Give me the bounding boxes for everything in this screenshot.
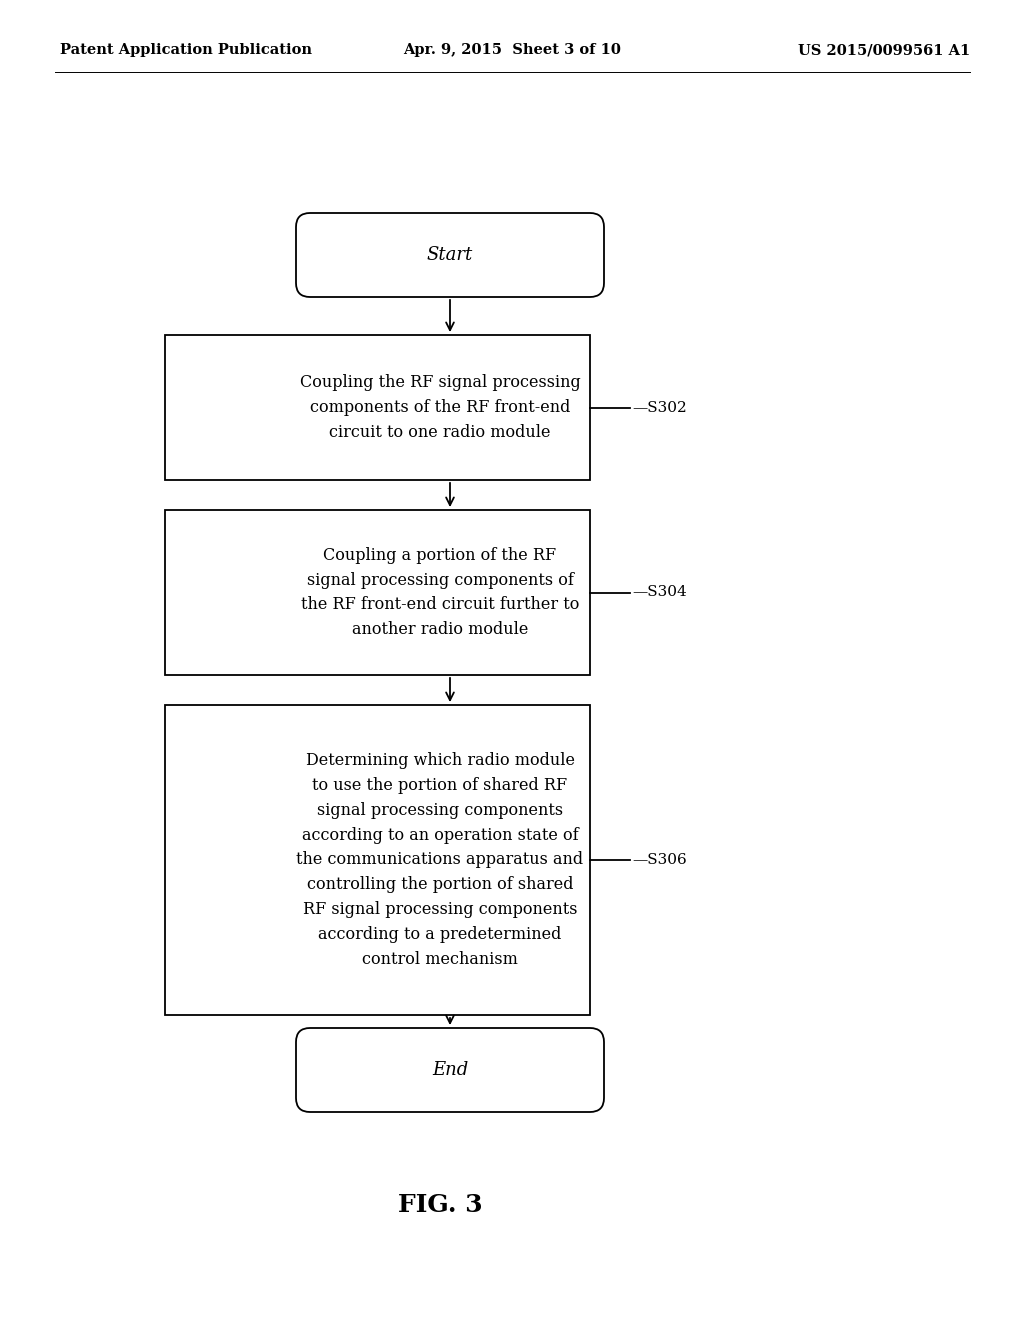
FancyBboxPatch shape — [296, 1028, 604, 1111]
Text: Coupling a portion of the RF
signal processing components of
the RF front-end ci: Coupling a portion of the RF signal proc… — [301, 546, 580, 638]
Text: Coupling the RF signal processing
components of the RF front-end
circuit to one : Coupling the RF signal processing compon… — [300, 374, 581, 441]
Text: US 2015/0099561 A1: US 2015/0099561 A1 — [798, 44, 970, 57]
Bar — [165, 335, 590, 480]
Text: FIG. 3: FIG. 3 — [397, 1193, 482, 1217]
Bar — [165, 705, 590, 1015]
Text: —S304: —S304 — [632, 586, 687, 599]
Bar — [165, 510, 590, 675]
Text: —S306: —S306 — [632, 853, 687, 867]
Text: Start: Start — [427, 246, 473, 264]
Text: Apr. 9, 2015  Sheet 3 of 10: Apr. 9, 2015 Sheet 3 of 10 — [403, 44, 621, 57]
Text: Determining which radio module
to use the portion of shared RF
signal processing: Determining which radio module to use th… — [296, 752, 584, 968]
Text: End: End — [432, 1061, 468, 1078]
Text: Patent Application Publication: Patent Application Publication — [60, 44, 312, 57]
FancyBboxPatch shape — [296, 213, 604, 297]
Text: —S302: —S302 — [632, 400, 687, 414]
